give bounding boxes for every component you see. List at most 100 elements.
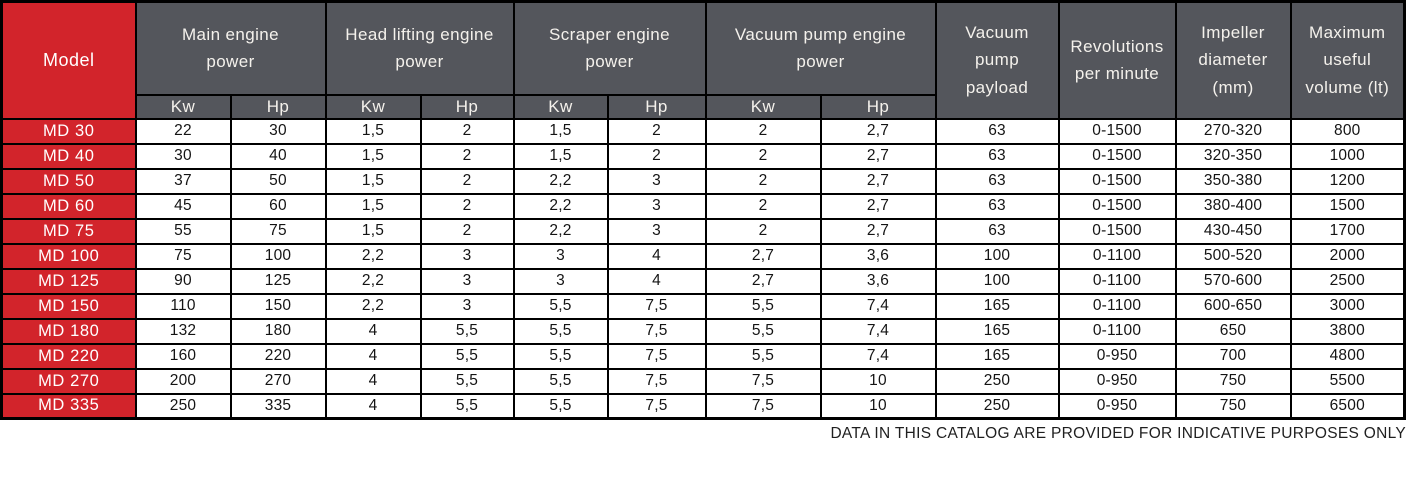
data-cell: 0-1100 bbox=[1057, 292, 1177, 320]
data-cell: 750 bbox=[1174, 392, 1292, 420]
data-cell: 5,5 bbox=[419, 342, 515, 370]
data-cell: 4 bbox=[606, 267, 707, 295]
data-cell: 1,5 bbox=[324, 217, 422, 245]
table-row: MD 180 132 180 4 5,5 5,5 7,5 5,5 7,4 165 0-1100 650… bbox=[0, 317, 1406, 345]
data-cell: 570-600 bbox=[1174, 267, 1292, 295]
data-cell: 1,5 bbox=[512, 117, 609, 145]
data-cell: 63 bbox=[934, 217, 1060, 245]
data-cell: 5,5 bbox=[704, 342, 822, 370]
data-cell: 5,5 bbox=[512, 342, 609, 370]
data-cell: 90 bbox=[134, 267, 232, 295]
data-cell: 2 bbox=[419, 217, 515, 245]
data-cell: 800 bbox=[1289, 117, 1406, 145]
data-cell: 165 bbox=[934, 292, 1060, 320]
data-cell: 2,7 bbox=[819, 117, 937, 145]
data-cell: 1,5 bbox=[324, 167, 422, 195]
data-cell: 2,7 bbox=[819, 192, 937, 220]
data-cell: 270-320 bbox=[1174, 117, 1292, 145]
data-cell: 3 bbox=[419, 242, 515, 270]
data-cell: 5,5 bbox=[419, 367, 515, 395]
data-cell: 0-1500 bbox=[1057, 192, 1177, 220]
table-row: MD 100 75 100 2,2 3 3 4 2,7 3,6 100 0-1100 500-520 2… bbox=[0, 242, 1406, 270]
data-cell: 3 bbox=[606, 167, 707, 195]
model-cell: MD 60 bbox=[0, 192, 137, 220]
data-cell: 2500 bbox=[1289, 267, 1406, 295]
model-cell: MD 270 bbox=[0, 367, 137, 395]
data-cell: 110 bbox=[134, 292, 232, 320]
data-cell: 3 bbox=[606, 192, 707, 220]
data-cell: 2 bbox=[606, 117, 707, 145]
group-header-head-lifting-engine-power: Head lifting engine power bbox=[324, 0, 515, 96]
data-cell: 75 bbox=[134, 242, 232, 270]
data-cell: 3000 bbox=[1289, 292, 1406, 320]
unit-header-hp: Hp bbox=[606, 93, 707, 120]
data-cell: 2 bbox=[419, 167, 515, 195]
unit-header-kw: Kw bbox=[134, 93, 232, 120]
data-cell: 63 bbox=[934, 142, 1060, 170]
data-cell: 3800 bbox=[1289, 317, 1406, 345]
data-cell: 700 bbox=[1174, 342, 1292, 370]
unit-header-hp: Hp bbox=[819, 93, 937, 120]
data-cell: 250 bbox=[134, 392, 232, 420]
data-cell: 2,2 bbox=[512, 217, 609, 245]
table-row: MD 40 30 40 1,5 2 1,5 2 2 2,7 63 0-1500 320-350 1000 bbox=[0, 142, 1406, 170]
data-cell: 0-1500 bbox=[1057, 167, 1177, 195]
data-cell: 10 bbox=[819, 367, 937, 395]
data-cell: 2 bbox=[704, 217, 822, 245]
model-cell: MD 150 bbox=[0, 292, 137, 320]
data-cell: 2 bbox=[419, 142, 515, 170]
data-cell: 150 bbox=[229, 292, 327, 320]
data-cell: 1,5 bbox=[512, 142, 609, 170]
data-cell: 2,2 bbox=[324, 267, 422, 295]
data-cell: 1500 bbox=[1289, 192, 1406, 220]
data-cell: 2000 bbox=[1289, 242, 1406, 270]
data-cell: 100 bbox=[229, 242, 327, 270]
data-cell: 2 bbox=[704, 117, 822, 145]
model-column-header: Model bbox=[0, 0, 137, 120]
group-header-main-engine-power: Main engine power bbox=[134, 0, 327, 96]
data-cell: 5500 bbox=[1289, 367, 1406, 395]
data-cell: 5,5 bbox=[704, 292, 822, 320]
table-row: MD 150 110 150 2,2 3 5,5 7,5 5,5 7,4 165 0-1100 600… bbox=[0, 292, 1406, 320]
data-cell: 2,7 bbox=[704, 267, 822, 295]
data-cell: 0-950 bbox=[1057, 367, 1177, 395]
data-cell: 4 bbox=[324, 392, 422, 420]
data-cell: 200 bbox=[134, 367, 232, 395]
data-cell: 5,5 bbox=[419, 392, 515, 420]
data-cell: 7,5 bbox=[704, 392, 822, 420]
data-cell: 350-380 bbox=[1174, 167, 1292, 195]
data-cell: 4 bbox=[324, 342, 422, 370]
model-cell: MD 100 bbox=[0, 242, 137, 270]
data-cell: 4 bbox=[324, 317, 422, 345]
data-cell: 0-1500 bbox=[1057, 217, 1177, 245]
footer-note: DATA IN THIS CATALOG ARE PROVIDED FOR IN… bbox=[830, 425, 1406, 442]
group-header-vacuum-pump-engine-power: Vacuum pump engine power bbox=[704, 0, 937, 96]
data-cell: 500-520 bbox=[1174, 242, 1292, 270]
data-cell: 250 bbox=[934, 367, 1060, 395]
data-cell: 63 bbox=[934, 192, 1060, 220]
data-cell: 55 bbox=[134, 217, 232, 245]
model-cell: MD 335 bbox=[0, 392, 137, 420]
data-cell: 75 bbox=[229, 217, 327, 245]
data-cell: 270 bbox=[229, 367, 327, 395]
data-cell: 7,5 bbox=[606, 342, 707, 370]
span-header-impeller-diameter: Impeller diameter (mm) bbox=[1174, 0, 1292, 120]
data-cell: 750 bbox=[1174, 367, 1292, 395]
data-cell: 430-450 bbox=[1174, 217, 1292, 245]
data-cell: 3 bbox=[419, 267, 515, 295]
data-cell: 1,5 bbox=[324, 192, 422, 220]
unit-header-kw: Kw bbox=[704, 93, 822, 120]
data-cell: 5,5 bbox=[512, 317, 609, 345]
data-cell: 4 bbox=[324, 367, 422, 395]
model-cell: MD 180 bbox=[0, 317, 137, 345]
unit-header-kw: Kw bbox=[512, 93, 609, 120]
group-header-row: Model Main engine power Head lifting eng… bbox=[0, 0, 1406, 120]
data-cell: 1,5 bbox=[324, 142, 422, 170]
table-row: MD 335 250 335 4 5,5 5,5 7,5 7,5 10 250 0-950 750 65… bbox=[0, 392, 1406, 420]
data-cell: 160 bbox=[134, 342, 232, 370]
span-header-revolutions-per-minute: Revolutions per minute bbox=[1057, 0, 1177, 120]
data-cell: 45 bbox=[134, 192, 232, 220]
data-cell: 132 bbox=[134, 317, 232, 345]
data-cell: 165 bbox=[934, 317, 1060, 345]
data-cell: 7,4 bbox=[819, 342, 937, 370]
